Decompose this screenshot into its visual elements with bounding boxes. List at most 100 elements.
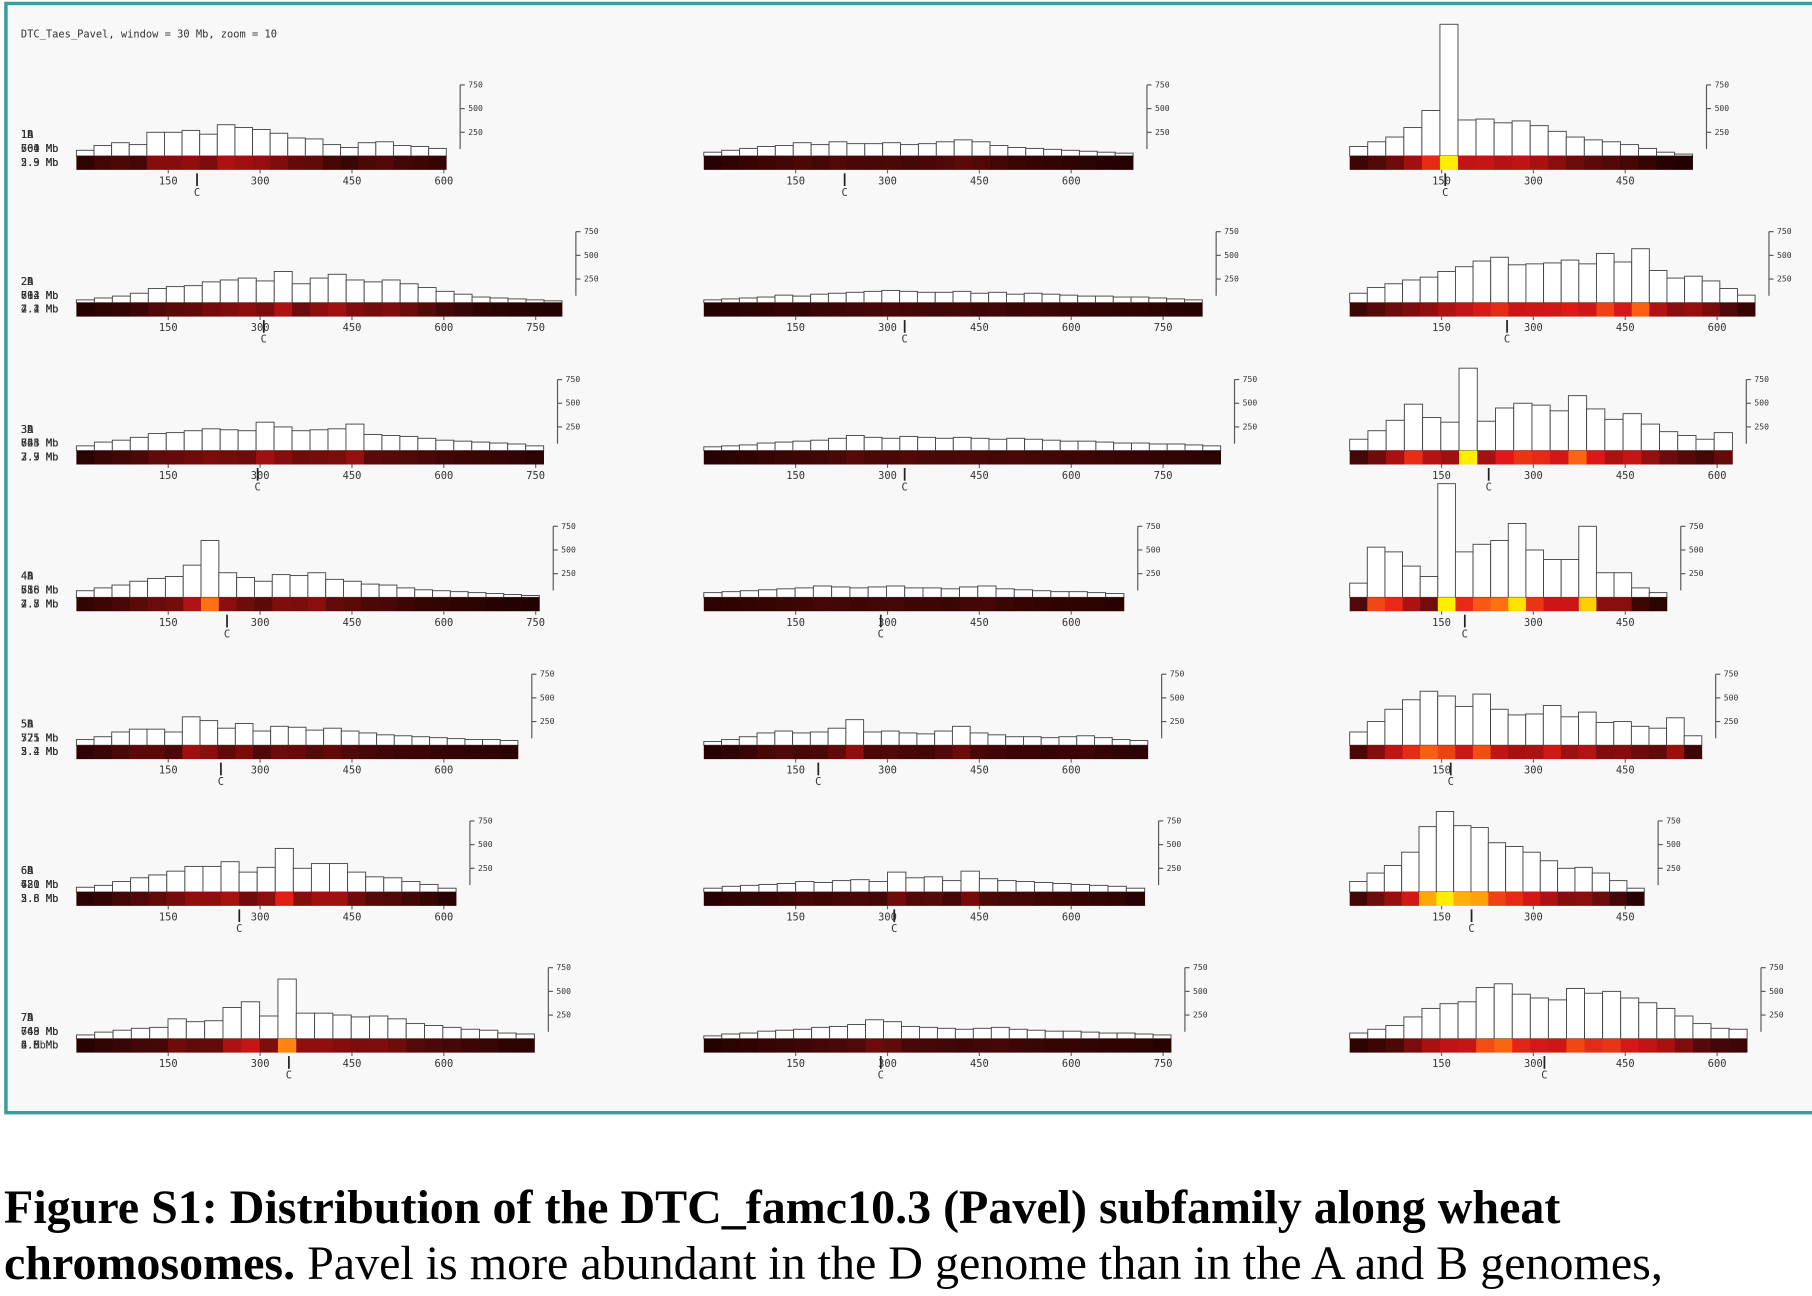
heat-cell bbox=[186, 1038, 205, 1053]
bar bbox=[1384, 551, 1404, 598]
bar bbox=[1041, 439, 1061, 452]
bar bbox=[129, 580, 149, 598]
bar bbox=[146, 728, 166, 746]
heat-cell bbox=[234, 155, 253, 170]
heat-cell bbox=[970, 745, 989, 760]
heat-cell bbox=[479, 1038, 499, 1053]
heat-cell bbox=[76, 155, 95, 170]
bar bbox=[1495, 407, 1515, 452]
bar bbox=[428, 147, 447, 157]
heat-cell bbox=[935, 450, 954, 465]
bar bbox=[237, 277, 257, 304]
bar bbox=[1609, 880, 1628, 893]
heat-cell bbox=[220, 302, 239, 317]
bar bbox=[831, 586, 851, 598]
heat-cell bbox=[1081, 1038, 1100, 1053]
bar bbox=[503, 594, 523, 598]
heat-cell bbox=[1530, 155, 1549, 170]
heat-cell bbox=[217, 155, 236, 170]
bar bbox=[521, 595, 540, 598]
bar bbox=[1692, 1023, 1712, 1040]
heat-cell bbox=[1006, 302, 1025, 317]
x-tick-label: 300 bbox=[878, 911, 897, 923]
heat-cell bbox=[259, 1038, 279, 1053]
heat-cell bbox=[1437, 597, 1456, 612]
x-tick-label: 150 bbox=[159, 1058, 178, 1070]
heat-cell bbox=[274, 450, 293, 465]
bar bbox=[1437, 270, 1456, 304]
heat-cell bbox=[148, 302, 167, 317]
bar bbox=[525, 299, 545, 304]
bar bbox=[1567, 395, 1588, 452]
heat-cell bbox=[1384, 745, 1403, 760]
bar bbox=[738, 736, 758, 746]
heat-cell bbox=[1367, 1038, 1387, 1053]
heat-cell bbox=[1714, 450, 1733, 465]
bar bbox=[1166, 298, 1185, 304]
bar bbox=[482, 739, 501, 746]
heat-cell bbox=[347, 892, 367, 906]
bar bbox=[865, 1019, 884, 1040]
heat-cell bbox=[936, 155, 955, 170]
heat-cell bbox=[1016, 892, 1035, 906]
bar bbox=[399, 435, 419, 452]
centromere-label: C bbox=[902, 334, 908, 346]
heat-cell bbox=[810, 302, 829, 317]
bar bbox=[202, 865, 222, 893]
chromosome-length: 649 Mb bbox=[21, 1026, 58, 1038]
bar bbox=[721, 1033, 741, 1040]
heat-cell bbox=[1557, 892, 1576, 906]
x-tick-label: 450 bbox=[1616, 175, 1635, 187]
chromosome-name: 7B bbox=[21, 1012, 34, 1024]
y-tick-label: 250 bbox=[584, 274, 599, 284]
centromere-label: C bbox=[878, 628, 884, 640]
x-tick-label: 300 bbox=[251, 322, 270, 334]
bar bbox=[1025, 147, 1045, 157]
x-tick-label: 600 bbox=[434, 617, 453, 629]
bar bbox=[238, 871, 258, 893]
bar bbox=[1349, 292, 1368, 304]
bar bbox=[1006, 437, 1026, 452]
bar bbox=[273, 426, 293, 452]
x-tick-label: 300 bbox=[251, 765, 270, 777]
bar bbox=[269, 132, 289, 157]
bar bbox=[988, 291, 1007, 304]
x-tick-label: 450 bbox=[343, 322, 362, 334]
bar bbox=[1656, 1007, 1676, 1040]
heat-cell bbox=[722, 892, 741, 906]
chromosome-name: 2B bbox=[21, 276, 34, 288]
bar bbox=[740, 884, 760, 893]
heat-cell bbox=[881, 745, 900, 760]
x-tick-label: 450 bbox=[1616, 765, 1635, 777]
bar bbox=[1513, 402, 1533, 452]
heat-cell bbox=[414, 597, 433, 612]
heat-cell bbox=[235, 745, 254, 760]
heat-cell bbox=[1490, 302, 1509, 317]
y-tick-label: 500 bbox=[1193, 986, 1208, 996]
y-tick-label: 250 bbox=[1146, 568, 1161, 578]
x-tick-label: 600 bbox=[1062, 1058, 1081, 1070]
bar bbox=[1005, 293, 1025, 304]
chromosome-name: 1A bbox=[21, 129, 34, 141]
heat-cell bbox=[1027, 1038, 1046, 1053]
bar bbox=[219, 279, 239, 304]
heat-cell bbox=[1674, 155, 1693, 170]
heat-cell bbox=[1078, 450, 1097, 465]
bar bbox=[969, 732, 989, 746]
x-tick-label: 300 bbox=[878, 322, 897, 334]
bar bbox=[1457, 119, 1477, 157]
heat-cell bbox=[1401, 892, 1420, 906]
heat-cell bbox=[252, 155, 271, 170]
heat-cell bbox=[436, 302, 455, 317]
bar bbox=[1112, 296, 1132, 304]
bar bbox=[810, 293, 829, 304]
heat-cell bbox=[792, 450, 812, 465]
bar bbox=[417, 287, 437, 304]
heat-cell bbox=[310, 450, 329, 465]
x-tick-label: 600 bbox=[434, 911, 453, 923]
bar bbox=[446, 738, 466, 746]
heat-cell bbox=[1604, 450, 1624, 465]
heat-cell bbox=[1656, 1038, 1676, 1053]
bar bbox=[310, 863, 330, 893]
heat-cell bbox=[1638, 155, 1657, 170]
